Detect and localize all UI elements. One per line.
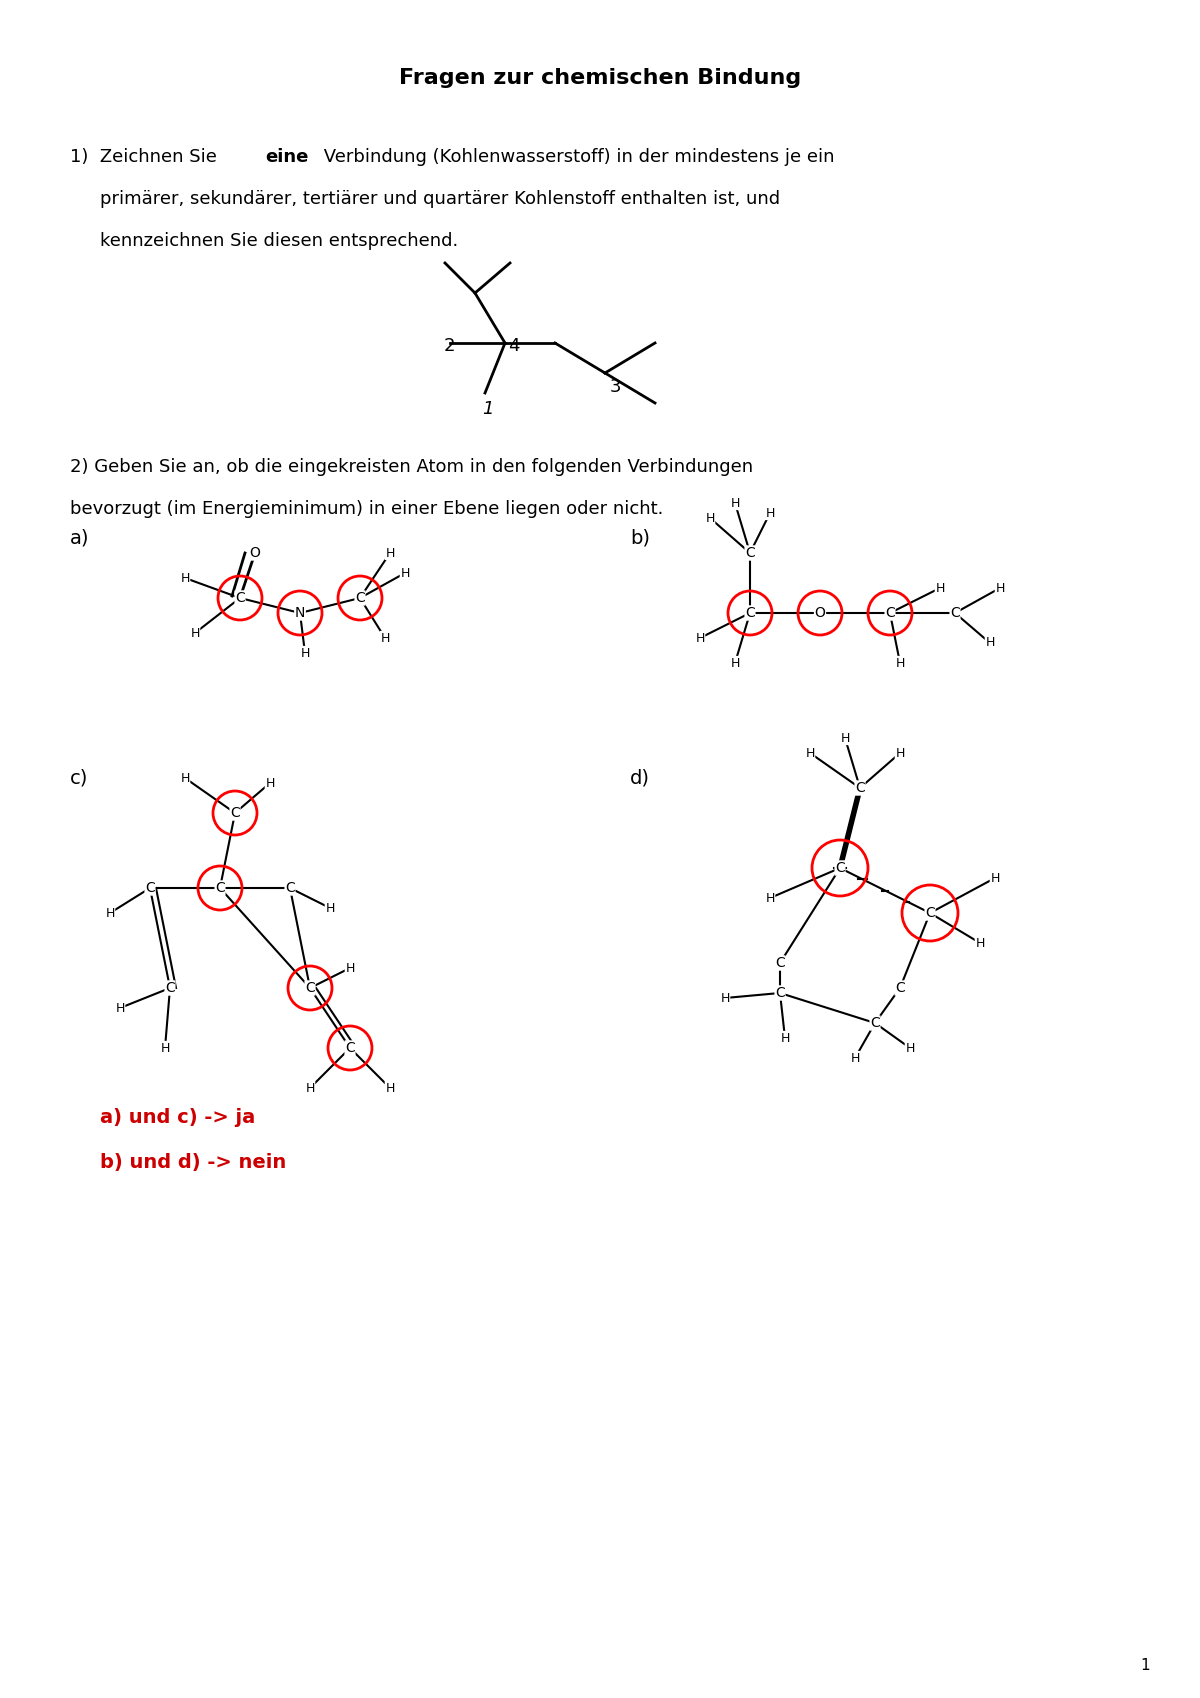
Text: H: H <box>995 581 1004 594</box>
Text: H: H <box>161 1041 169 1054</box>
Text: H: H <box>385 1082 395 1095</box>
Text: O: O <box>250 547 260 560</box>
Text: C: C <box>745 547 755 560</box>
Text: C: C <box>835 861 845 874</box>
Text: C: C <box>856 781 865 795</box>
Text: eine: eine <box>265 148 308 166</box>
Text: H: H <box>300 647 310 659</box>
Text: H: H <box>851 1051 859 1065</box>
Text: C: C <box>166 981 175 995</box>
Text: H: H <box>905 1041 914 1054</box>
Text: 1)  Zeichnen Sie: 1) Zeichnen Sie <box>70 148 223 166</box>
Text: H: H <box>840 732 850 744</box>
Text: C: C <box>145 881 155 895</box>
Text: C: C <box>235 591 245 604</box>
Text: N: N <box>295 606 305 620</box>
Text: 3: 3 <box>610 379 622 396</box>
Text: 2) Geben Sie an, ob die eingekreisten Atom in den folgenden Verbindungen: 2) Geben Sie an, ob die eingekreisten At… <box>70 458 754 475</box>
Text: C: C <box>925 907 935 920</box>
Text: H: H <box>805 747 815 759</box>
Text: kennzeichnen Sie diesen entsprechend.: kennzeichnen Sie diesen entsprechend. <box>100 233 458 250</box>
Text: C: C <box>895 981 905 995</box>
Text: H: H <box>180 771 190 784</box>
Text: H: H <box>305 1082 314 1095</box>
Text: H: H <box>731 496 739 509</box>
Text: H: H <box>766 891 775 905</box>
Text: C: C <box>870 1015 880 1031</box>
Text: C: C <box>346 1041 355 1054</box>
Text: Verbindung (Kohlenwasserstoff) in der mindestens je ein: Verbindung (Kohlenwasserstoff) in der mi… <box>318 148 834 166</box>
Text: H: H <box>180 572 190 584</box>
Text: H: H <box>990 871 1000 885</box>
Text: H: H <box>380 632 390 645</box>
Text: primärer, sekundärer, tertiärer und quartärer Kohlenstoff enthalten ist, und: primärer, sekundärer, tertiärer und quar… <box>100 190 780 207</box>
Text: C: C <box>230 807 240 820</box>
Text: C: C <box>305 981 314 995</box>
Text: C: C <box>745 606 755 620</box>
Text: H: H <box>895 747 905 759</box>
Text: C: C <box>775 956 785 970</box>
Text: H: H <box>935 581 944 594</box>
Text: a): a) <box>70 528 90 547</box>
Text: bevorzugt (im Energieminimum) in einer Ebene liegen oder nicht.: bevorzugt (im Energieminimum) in einer E… <box>70 499 664 518</box>
Text: H: H <box>731 657 739 669</box>
Text: C: C <box>950 606 960 620</box>
Text: Fragen zur chemischen Bindung: Fragen zur chemischen Bindung <box>398 68 802 88</box>
Text: H: H <box>265 776 275 790</box>
Text: c): c) <box>70 767 89 786</box>
Text: 1: 1 <box>1140 1657 1150 1673</box>
Text: H: H <box>780 1031 790 1044</box>
Text: O: O <box>815 606 826 620</box>
Text: C: C <box>886 606 895 620</box>
Text: 2: 2 <box>444 336 455 355</box>
Text: C: C <box>775 987 785 1000</box>
Text: H: H <box>976 937 985 949</box>
Text: b): b) <box>630 528 650 547</box>
Text: H: H <box>346 961 355 975</box>
Text: a) und c) -> ja: a) und c) -> ja <box>100 1109 256 1127</box>
Text: H: H <box>706 511 715 525</box>
Text: C: C <box>286 881 295 895</box>
Text: 1: 1 <box>482 401 493 418</box>
Text: C: C <box>355 591 365 604</box>
Text: H: H <box>191 627 199 640</box>
Text: H: H <box>766 506 775 520</box>
Text: C: C <box>215 881 224 895</box>
Text: H: H <box>985 637 995 650</box>
Text: H: H <box>106 907 115 920</box>
Text: H: H <box>895 657 905 669</box>
Text: H: H <box>115 1002 125 1014</box>
Text: H: H <box>695 632 704 645</box>
Text: H: H <box>720 992 730 1005</box>
Text: H: H <box>325 902 335 915</box>
Text: H: H <box>401 567 409 579</box>
Text: d): d) <box>630 767 650 786</box>
Text: H: H <box>385 547 395 560</box>
Text: b) und d) -> nein: b) und d) -> nein <box>100 1153 287 1172</box>
Text: 4: 4 <box>508 336 520 355</box>
